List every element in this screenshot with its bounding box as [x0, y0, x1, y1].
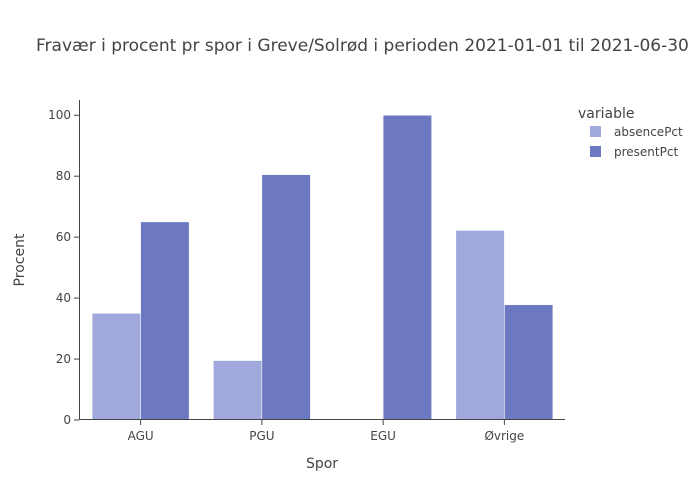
y-tick-label: 40 [56, 291, 71, 305]
x-axis-title: Spor [306, 456, 338, 472]
bar-presentPct-2 [382, 114, 432, 421]
legend-swatch-absencePct [590, 126, 601, 137]
bar-absencePct-3 [455, 230, 505, 421]
chart-title: Fravær i procent pr spor i Greve/Solrød … [36, 36, 689, 56]
bar-presentPct-3 [504, 304, 554, 421]
legend-swatch-presentPct [590, 146, 601, 157]
plot-area [91, 114, 554, 421]
y-tick-label: 0 [63, 413, 71, 427]
bar-absencePct-1 [213, 360, 263, 421]
bar-presentPct-0 [140, 221, 190, 421]
x-tick-label: AGU [128, 429, 154, 443]
bar-presentPct-1 [261, 174, 311, 421]
legend-label-presentPct: presentPct [614, 145, 678, 159]
x-axis-ticks: AGU PGU EGU Øvrige [128, 420, 524, 443]
bar-absencePct-0 [91, 313, 141, 421]
y-axis-title: Procent [12, 233, 28, 286]
legend: variable absencePct presentPct [578, 106, 683, 159]
x-tick-label: Øvrige [484, 429, 524, 443]
y-axis-ticks: 0 20 40 60 80 100 [48, 108, 79, 427]
y-tick-label: 100 [48, 108, 71, 122]
legend-label-absencePct: absencePct [614, 125, 683, 139]
x-tick-label: EGU [370, 429, 396, 443]
y-tick-label: 80 [56, 169, 71, 183]
y-tick-label: 60 [56, 230, 71, 244]
x-tick-label: PGU [249, 429, 274, 443]
y-tick-label: 20 [56, 352, 71, 366]
legend-title: variable [578, 106, 634, 122]
